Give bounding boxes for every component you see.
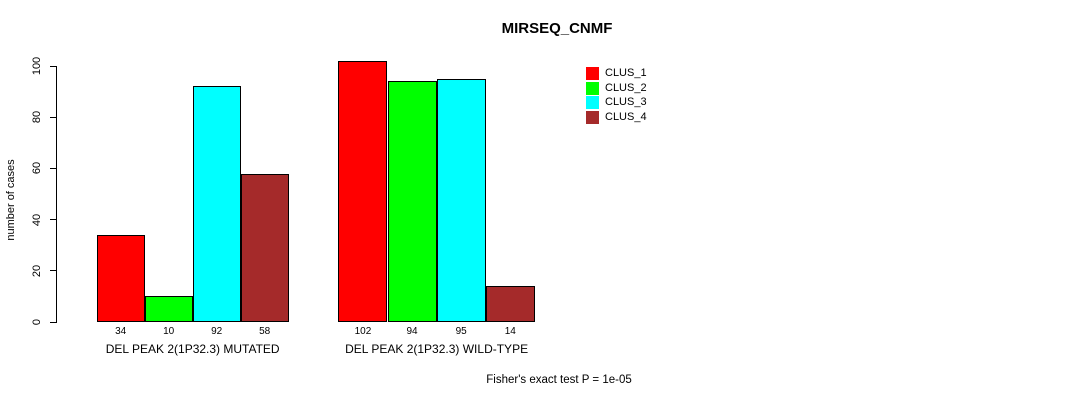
bar-clus_1-group2 bbox=[338, 60, 388, 322]
x-category-label: DEL PEAK 2(1P32.3) MUTATED bbox=[105, 342, 280, 356]
legend-label-clus_4: CLUS_4 bbox=[605, 110, 647, 123]
y-tick-label: 80 bbox=[31, 111, 43, 124]
legend-swatch-clus_2 bbox=[586, 81, 599, 95]
y-tick-mark bbox=[50, 321, 57, 323]
y-tick-mark bbox=[50, 116, 57, 118]
y-tick-label: 100 bbox=[31, 56, 43, 76]
bar-value-label: 34 bbox=[115, 326, 127, 337]
bar-value-label: 102 bbox=[354, 326, 372, 337]
bar-clus_4-group2 bbox=[485, 286, 535, 322]
y-tick-mark bbox=[50, 219, 57, 221]
bar-clus_1-group1 bbox=[96, 234, 145, 322]
bar-value-label: 95 bbox=[455, 326, 467, 337]
legend-swatch-clus_1 bbox=[586, 67, 599, 80]
bar-value-label: 94 bbox=[406, 326, 418, 337]
legend-label-clus_3: CLUS_3 bbox=[605, 96, 647, 109]
bar-clus_2-group1 bbox=[144, 296, 193, 322]
y-axis-label: number of cases bbox=[5, 159, 17, 241]
y-tick-mark bbox=[50, 65, 57, 67]
y-tick-label: 20 bbox=[31, 264, 43, 277]
bar-value-label: 14 bbox=[504, 326, 516, 337]
legend-label-clus_1: CLUS_1 bbox=[605, 67, 647, 79]
bar-clus_2-group2 bbox=[387, 81, 437, 322]
bar-clus_3-group1 bbox=[192, 86, 241, 322]
y-axis-line bbox=[56, 66, 57, 323]
y-tick-label: 0 bbox=[31, 318, 43, 326]
legend-swatch-clus_4 bbox=[586, 110, 599, 124]
bar-value-label: 10 bbox=[163, 326, 175, 337]
legend-swatch-clus_3 bbox=[586, 96, 599, 110]
y-tick-label: 60 bbox=[31, 162, 43, 175]
legend-label-clus_2: CLUS_2 bbox=[605, 81, 647, 94]
chart-title: MIRSEQ_CNMF bbox=[501, 20, 613, 37]
y-tick-mark bbox=[50, 270, 57, 272]
bar-value-label: 92 bbox=[211, 326, 223, 337]
bar-value-label: 58 bbox=[259, 326, 271, 337]
bar-clus_3-group2 bbox=[436, 78, 486, 322]
bar-clus_4-group1 bbox=[240, 173, 289, 322]
stat-test-footnote: Fisher's exact test P = 1e-05 bbox=[486, 374, 632, 386]
y-tick-mark bbox=[50, 167, 57, 169]
y-tick-label: 40 bbox=[31, 213, 43, 226]
x-category-label: DEL PEAK 2(1P32.3) WILD-TYPE bbox=[345, 342, 529, 356]
